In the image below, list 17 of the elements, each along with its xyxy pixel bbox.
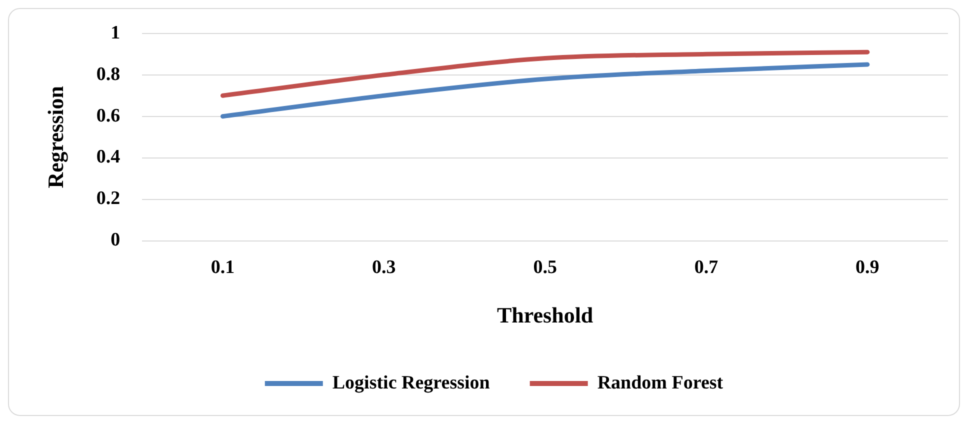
y-tick-label: 0.8 [96,64,120,85]
line-series [220,50,870,98]
y-tick-label: 0.6 [96,105,120,126]
x-tick-label: 0.3 [372,257,396,278]
x-tick-label: 0.1 [210,257,235,278]
legend-label: Random Forest [597,372,724,394]
x-tick-label: 0.9 [856,257,880,278]
y-tick-label: 0.2 [96,188,120,210]
x-tick-label: 0.7 [694,257,719,278]
x-tick-label: 0.5 [533,257,557,278]
y-axis-title: Regression [42,86,68,188]
y-tick-label: 1 [110,22,120,44]
x-axis-title: Threshold [496,302,594,328]
y-tick-label: 0 [110,230,120,251]
line-series [220,62,870,119]
y-tick-label: 0.4 [96,146,121,168]
legend-label: Logistic Regression [332,372,490,394]
